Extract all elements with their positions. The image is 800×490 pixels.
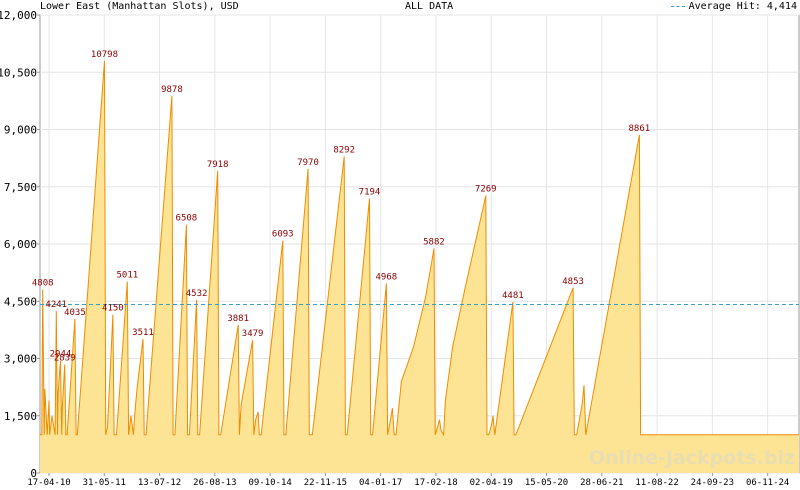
x-tick-label: 06-11-24 [746,478,789,488]
peak-label: 5011 [117,271,139,281]
x-tick-label: 11-08-22 [635,478,678,488]
peak-label: 2839 [54,354,76,364]
x-tick-label: 04-01-17 [359,478,402,488]
peak-label: 5882 [423,238,445,248]
legend-dashed-line-icon [670,6,685,7]
legend: Average Hit: 4,414 [670,1,797,12]
peak-label: 3881 [227,314,249,324]
x-tick-label: 22-11-15 [304,478,347,488]
x-tick-label: 24-09-23 [691,478,734,488]
peak-label: 8292 [333,146,355,156]
peak-label: 3479 [242,329,264,339]
y-tick-label: 7,500 [4,181,37,194]
chart-subtitle: ALL DATA [405,1,454,12]
x-tick-label: 28-06-21 [580,478,623,488]
peak-label: 7970 [297,158,319,168]
peak-label: 6093 [272,229,294,239]
x-tick-label: 13-07-12 [138,478,181,488]
x-tick-label: 17-02-18 [414,478,457,488]
peak-label: 4035 [64,308,86,318]
peak-label: 4481 [502,291,524,301]
y-tick-label: 6,000 [4,238,37,251]
peak-label: 6508 [176,214,198,224]
watermark: Online-Jackpots.biz [589,447,795,469]
y-tick-label: 0 [30,467,37,480]
series-area [40,60,799,474]
peak-label: 4532 [186,289,208,299]
y-tick-label: 9,000 [4,124,37,137]
peak-label: 4150 [102,304,124,314]
legend-label: Average Hit: 4,414 [688,1,797,12]
peak-label: 4241 [45,300,67,310]
y-tick-label: 12,000 [0,9,37,22]
x-tick-label: 15-05-20 [525,478,568,488]
peak-label: 4808 [32,278,54,288]
chart-title: Lower East (Manhattan Slots), USD [40,1,239,12]
peak-label: 4853 [562,277,584,287]
peak-label: 8861 [629,124,651,134]
peak-label: 4968 [376,272,398,282]
y-tick-label: 4,500 [4,295,37,308]
peak-label: 2944 [50,350,72,360]
x-tick-label: 17-04-10 [27,478,70,488]
y-tick-label: 3,000 [4,353,37,366]
y-tick-label: 1,500 [4,410,37,423]
series-line [40,60,799,437]
x-tick-label: 02-04-19 [470,478,513,488]
peak-label: 3511 [132,328,154,338]
peak-label: 10798 [91,50,118,60]
series-fill [40,60,799,474]
x-tick-label: 09-10-14 [248,478,291,488]
peak-label: 7918 [207,160,229,170]
axes: 0 1,500 3,000 4,500 6,000 7,500 9,000 10,500 12,… [0,9,789,488]
peak-label: 7194 [359,187,381,197]
x-tick-label: 26-08-13 [193,478,236,488]
peak-label: 9878 [161,85,183,95]
x-tick-label: 31-05-11 [83,478,126,488]
y-tick-label: 10,500 [0,66,37,79]
peak-label: 7269 [475,185,497,195]
